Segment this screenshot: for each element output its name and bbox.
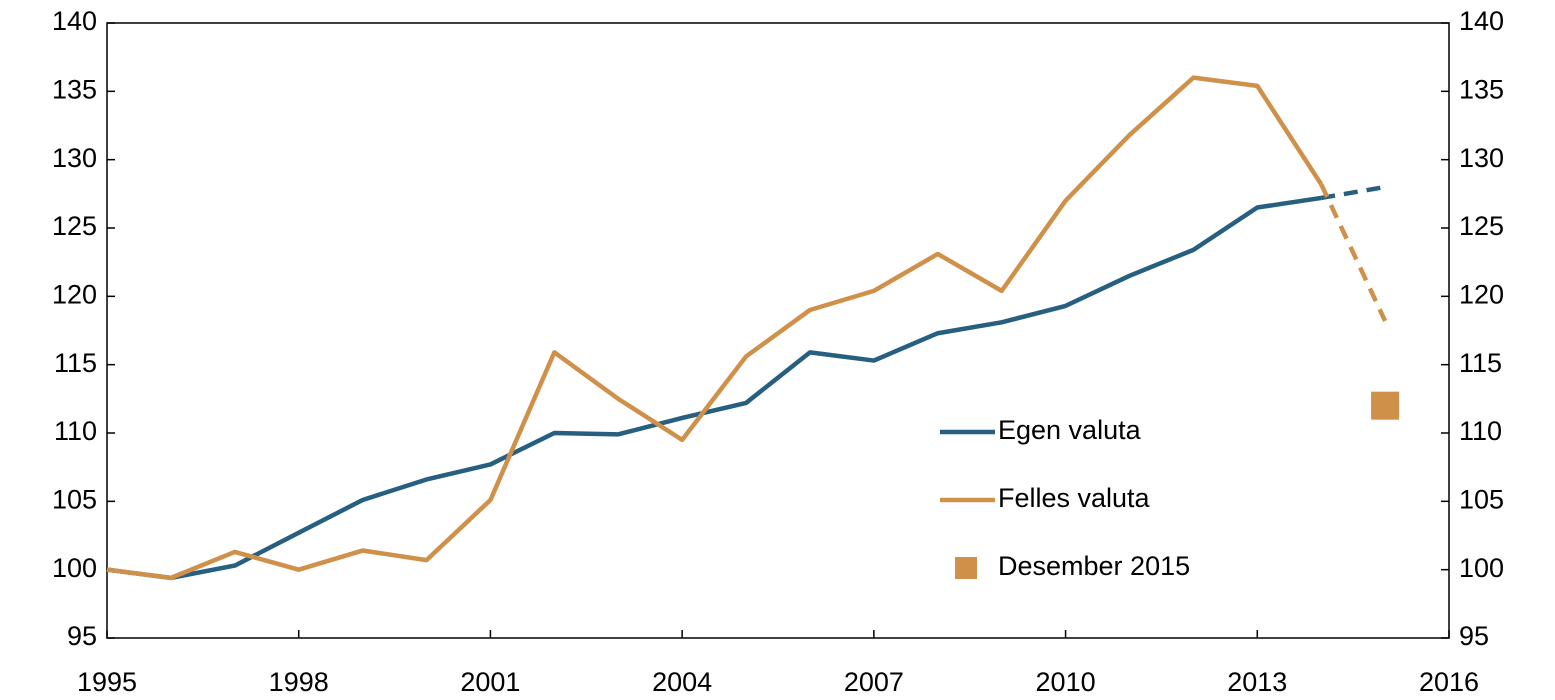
legend-label: Desember 2015 [998, 551, 1190, 581]
x-tick-label: 2013 [1227, 667, 1287, 697]
y2-tick-label: 105 [1459, 484, 1504, 514]
x-tick-label: 2004 [652, 667, 712, 697]
x-tick-label: 2010 [1036, 667, 1096, 697]
point-marker [1371, 391, 1400, 420]
y2-tick-label: 120 [1459, 279, 1504, 309]
y-tick-label: 135 [52, 74, 97, 104]
x-tick-label: 2016 [1419, 667, 1479, 697]
plot-frame [106, 22, 1450, 639]
y-tick-label: 120 [52, 279, 97, 309]
legend-marker [955, 557, 977, 579]
y-tick-label: 125 [52, 211, 97, 241]
x-tick-label: 2001 [460, 667, 520, 697]
y2-tick-label: 135 [1459, 74, 1504, 104]
legend-label: Egen valuta [998, 415, 1142, 445]
y2-tick-label: 95 [1459, 621, 1489, 651]
y-tick-label: 115 [54, 348, 97, 378]
x-tick-label: 1995 [77, 667, 137, 697]
x-tick-label: 2007 [844, 667, 904, 697]
line-dashed [1319, 183, 1388, 322]
line [106, 75, 1324, 581]
y-tick-label: 95 [67, 621, 97, 651]
y2-tick-label: 110 [1459, 416, 1502, 446]
y2-tick-label: 100 [1459, 553, 1504, 583]
y-tick-label: 110 [54, 416, 97, 446]
y2-tick-label: 130 [1459, 143, 1504, 173]
line-dashed [1320, 184, 1386, 201]
y-tick-label: 105 [52, 484, 97, 514]
line [106, 195, 1322, 581]
y2-tick-label: 125 [1459, 211, 1504, 241]
y-tick-label: 130 [52, 143, 97, 173]
y2-tick-label: 115 [1459, 348, 1502, 378]
y-tick-label: 100 [52, 553, 97, 583]
legend-label: Felles valuta [998, 483, 1151, 513]
x-tick-label: 1998 [269, 667, 329, 697]
y2-tick-label: 140 [1459, 6, 1504, 36]
y-tick-label: 140 [52, 6, 97, 36]
